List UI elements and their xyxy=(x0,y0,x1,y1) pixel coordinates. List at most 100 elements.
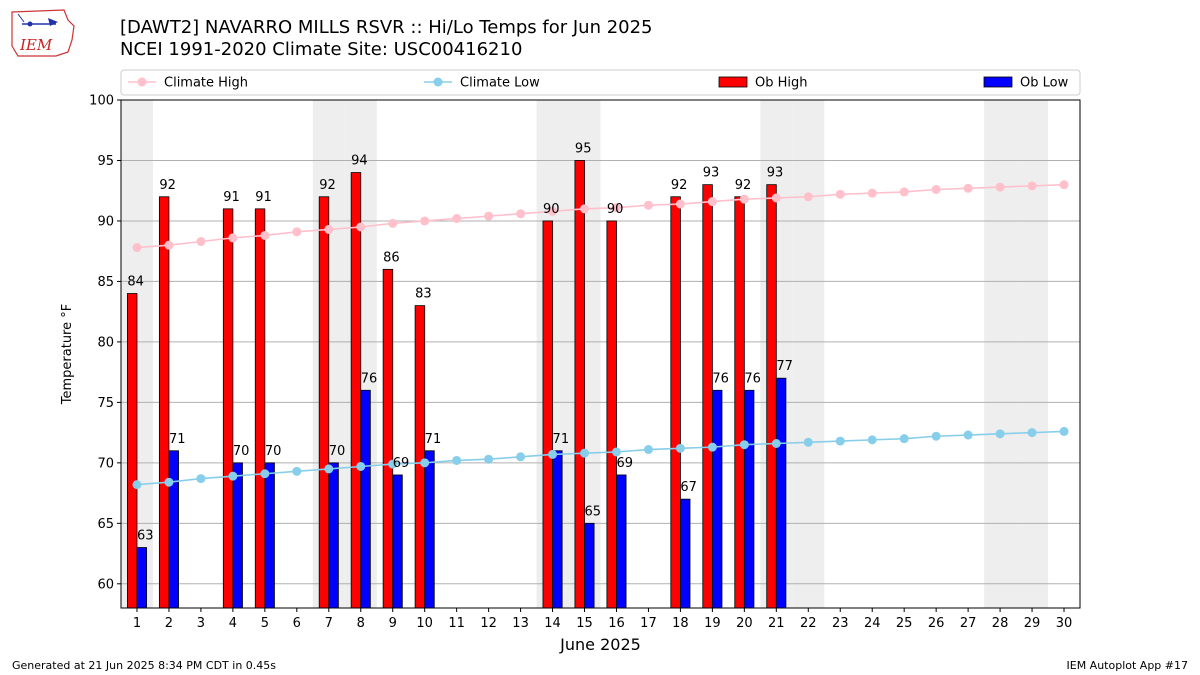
plot-frame xyxy=(120,99,1081,609)
ob-low-label: 69 xyxy=(393,456,410,471)
climate-low-point xyxy=(324,464,334,474)
ob-high-bar xyxy=(606,220,617,608)
ob-low-bar xyxy=(232,462,243,608)
climate-high-point xyxy=(867,188,877,198)
x-tick-label: 1 xyxy=(133,616,141,631)
ob-high-bar xyxy=(126,293,138,608)
climate-high-point xyxy=(643,200,653,210)
climate-high-point xyxy=(1059,180,1069,190)
ob-low-bar xyxy=(616,474,627,608)
x-tick-label: 24 xyxy=(864,616,881,631)
legend-climate-low-marker xyxy=(433,77,443,87)
climate-low-point xyxy=(580,448,590,458)
ob-high-label: 95 xyxy=(575,141,592,156)
y-tick-label: 95 xyxy=(97,154,114,169)
weekend-shade xyxy=(344,100,377,608)
x-tick-label: 27 xyxy=(960,616,977,631)
ob-low-bar xyxy=(584,522,595,608)
y-tick-label: 70 xyxy=(97,456,114,471)
y-tick-label: 100 xyxy=(89,94,114,109)
ob-low-label: 70 xyxy=(233,444,250,459)
climate-high-point xyxy=(420,216,430,226)
ob-high-bar xyxy=(670,196,681,608)
ob-high-bar xyxy=(382,268,394,608)
climate-low-point xyxy=(963,430,973,440)
climate-high-point xyxy=(452,214,462,224)
y-tick-label: 65 xyxy=(97,517,114,532)
ob-high-bar xyxy=(414,305,426,608)
ob-low-bar xyxy=(711,389,723,608)
ob-high-label: 91 xyxy=(223,190,240,205)
ob-low-bar xyxy=(168,450,179,608)
climate-low-point xyxy=(516,452,526,462)
climate-high-point xyxy=(1027,181,1037,191)
climate-high-point xyxy=(164,240,174,250)
climate-low-point xyxy=(260,469,270,479)
weekend-shade xyxy=(760,100,793,608)
climate-low-point xyxy=(484,454,494,464)
legend-ob-low-swatch xyxy=(983,76,1013,88)
climate-low-point xyxy=(228,471,238,481)
ob-low-label: 67 xyxy=(680,480,697,495)
ob-high-bar xyxy=(254,208,266,608)
plot-area xyxy=(121,100,1080,608)
x-tick-label: 30 xyxy=(1056,616,1073,631)
climate-low-point xyxy=(643,445,653,455)
ob-low-bar xyxy=(424,450,435,608)
climate-low-point xyxy=(739,440,749,450)
x-tick-label: 18 xyxy=(672,616,689,631)
climate-high-point xyxy=(228,233,238,243)
climate-low-point xyxy=(452,455,462,465)
climate-low-line xyxy=(136,430,1065,486)
x-tick-label: 19 xyxy=(704,616,721,631)
ob-high-label: 92 xyxy=(319,178,336,193)
climate-high-point xyxy=(484,211,494,221)
y-tick-label: 80 xyxy=(97,335,114,350)
climate-low-point xyxy=(1027,428,1037,438)
climate-high-point xyxy=(548,206,558,216)
legend-box xyxy=(120,69,1081,96)
x-tick-label: 29 xyxy=(1024,616,1041,631)
ob-low-label: 65 xyxy=(585,504,602,519)
ob-low-label: 69 xyxy=(616,456,633,471)
climate-high-point xyxy=(388,218,398,228)
climate-high-point xyxy=(292,227,302,237)
x-tick-label: 26 xyxy=(928,616,945,631)
x-tick-label: 7 xyxy=(325,616,333,631)
x-tick-label: 16 xyxy=(608,616,625,631)
legend-ob-low-label: Ob Low xyxy=(1020,76,1069,91)
ob-low-label: 71 xyxy=(553,432,570,447)
climate-low-point xyxy=(675,443,685,453)
climate-high-point xyxy=(707,197,717,207)
y-tick-label: 90 xyxy=(97,214,114,229)
ob-high-bar xyxy=(702,184,713,608)
x-tick-label: 15 xyxy=(576,616,593,631)
ob-low-label: 71 xyxy=(425,432,442,447)
climate-low-point xyxy=(388,459,398,469)
logo-text: IEM xyxy=(19,36,53,54)
ob-high-bar xyxy=(542,220,553,608)
climate-low-point xyxy=(1059,426,1069,436)
weekend-shade xyxy=(568,100,601,608)
weekend-shade xyxy=(984,100,1017,608)
y-tick-label: 85 xyxy=(97,275,114,290)
x-tick-label: 28 xyxy=(992,616,1009,631)
ob-high-bar xyxy=(734,196,745,608)
x-tick-label: 13 xyxy=(512,616,529,631)
x-tick-label: 21 xyxy=(768,616,785,631)
x-tick-label: 20 xyxy=(736,616,753,631)
weekend-shade xyxy=(312,100,345,608)
x-tick-label: 4 xyxy=(229,616,237,631)
x-tick-label: 11 xyxy=(448,616,465,631)
ob-high-label: 83 xyxy=(415,287,432,302)
climate-low-point xyxy=(867,435,877,445)
x-tick-label: 10 xyxy=(416,616,433,631)
x-tick-label: 14 xyxy=(544,616,561,631)
climate-high-point xyxy=(260,230,270,240)
climate-high-point xyxy=(132,243,142,253)
climate-high-point xyxy=(516,209,526,219)
x-tick-label: 12 xyxy=(480,616,497,631)
ob-low-bar xyxy=(392,474,403,608)
weekend-shade xyxy=(121,100,153,608)
climate-low-point xyxy=(995,429,1005,439)
